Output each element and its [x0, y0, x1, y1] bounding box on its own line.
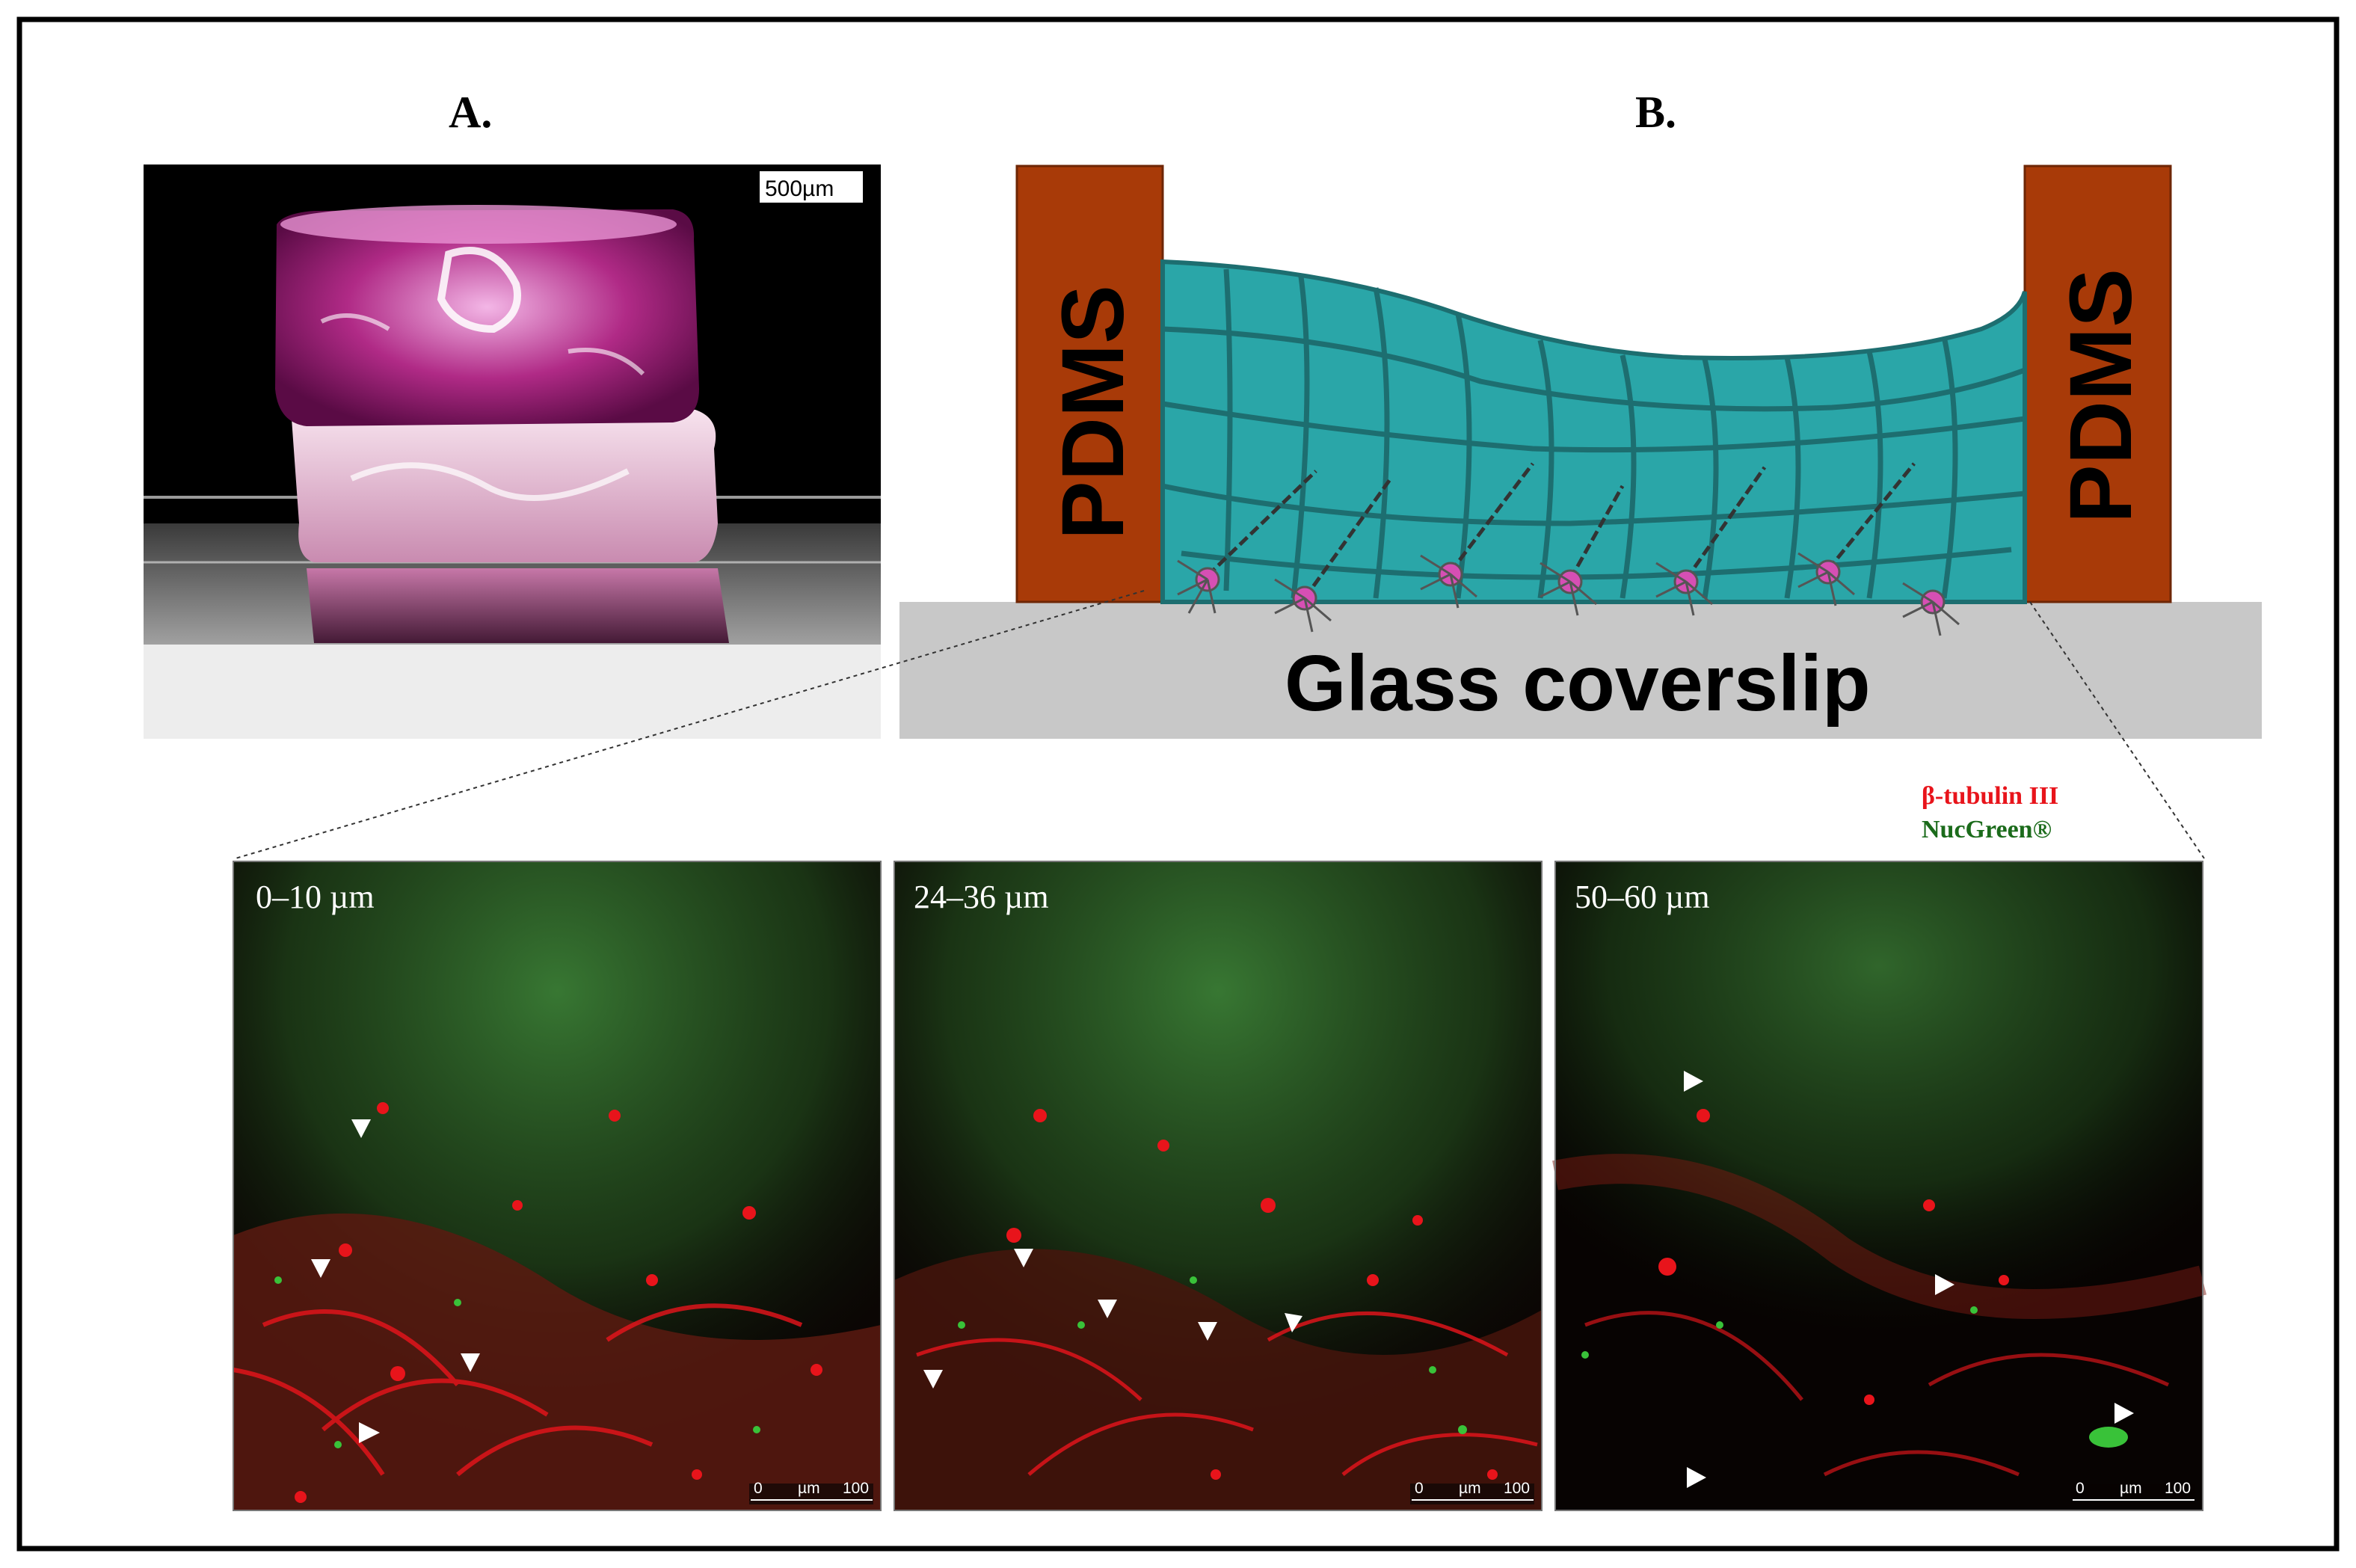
micrograph-border — [1554, 861, 2203, 1511]
depth-label: 24–36 µm — [914, 879, 1049, 915]
scale-bar-unit: µm — [2120, 1480, 2142, 1497]
arrowhead-marker — [461, 1353, 480, 1372]
micrograph-50-60: 50–60 µm 0 µm 100 — [1552, 861, 2207, 1510]
micrograph-24-36: 24–36 µm 0 µm 100 — [894, 861, 1542, 1510]
scale-bar-unit: µm — [798, 1480, 820, 1497]
arrowhead-marker — [1687, 1467, 1706, 1488]
pdms-right-block — [2023, 165, 2172, 603]
scale-bar-value: 100 — [2165, 1480, 2191, 1497]
arrowhead-marker — [311, 1259, 330, 1278]
legend-item-beta-tubulin: β-tubulin III — [1922, 782, 2058, 810]
scale-bar-unit: µm — [1459, 1480, 1481, 1497]
arrowhead-marker — [1684, 1071, 1703, 1092]
neuron — [1902, 582, 1960, 636]
micrograph-border — [894, 861, 1543, 1511]
depth-label: 0–10 µm — [256, 879, 375, 915]
arrowhead-marker — [1098, 1300, 1117, 1318]
depth-label: 50–60 µm — [1575, 879, 1710, 915]
scale-bar-strip — [1410, 1484, 1534, 1504]
arrowhead-marker — [1014, 1249, 1033, 1267]
arrowhead-marker — [351, 1119, 371, 1138]
pdms-left-block — [1015, 165, 1164, 603]
neurons — [1177, 462, 1960, 636]
scale-bar-zero: 0 — [754, 1480, 763, 1497]
arrowhead-marker — [2114, 1403, 2134, 1424]
arrowhead-marker — [1198, 1322, 1217, 1341]
scale-bar-zero: 0 — [1415, 1480, 1424, 1497]
pdms-right-label: PDMS — [2052, 268, 2150, 523]
neuron — [1797, 462, 1916, 606]
legend-item-nucgreen: NucGreen® — [1922, 816, 2052, 843]
panel-a-letter: A. — [449, 87, 492, 137]
scale-bar-strip — [2071, 1484, 2195, 1504]
legend: β-tubulin III NucGreen® — [1922, 782, 2058, 843]
arrowhead-marker — [1935, 1274, 1954, 1295]
scale-bar-zero: 0 — [2076, 1480, 2085, 1497]
arrowhead-marker — [923, 1370, 943, 1389]
neuron — [1274, 477, 1393, 633]
pdms-left-label: PDMS — [1044, 285, 1142, 540]
glass-coverslip — [899, 602, 2262, 739]
panel-b-letter: B. — [1635, 87, 1676, 137]
photo-scale-bar-box — [758, 170, 864, 204]
scale-bar-value: 100 — [1504, 1480, 1530, 1497]
scale-bar-strip — [749, 1484, 873, 1504]
scale-bar-value: 100 — [843, 1480, 869, 1497]
panel-a-photo: 500µm — [144, 165, 881, 739]
neuron — [1420, 462, 1534, 609]
outer-border — [16, 16, 2340, 1552]
neuron — [1655, 466, 1767, 616]
panel-b-schematic: PDMS PDMS Glass coverslip — [899, 165, 2262, 739]
arrowhead-marker — [1285, 1313, 1302, 1332]
micrograph-border — [233, 861, 882, 1511]
neuron — [1177, 470, 1317, 614]
arrowhead-marker — [359, 1422, 380, 1443]
micrograph-0-10: 0–10 µm 0 µm 100 — [233, 861, 881, 1510]
glass-coverslip-label: Glass coverslip — [1285, 639, 1871, 728]
photo-scale-bar-label: 500µm — [765, 176, 834, 201]
neuron — [1540, 485, 1625, 616]
zoom-line-left — [235, 590, 1145, 859]
